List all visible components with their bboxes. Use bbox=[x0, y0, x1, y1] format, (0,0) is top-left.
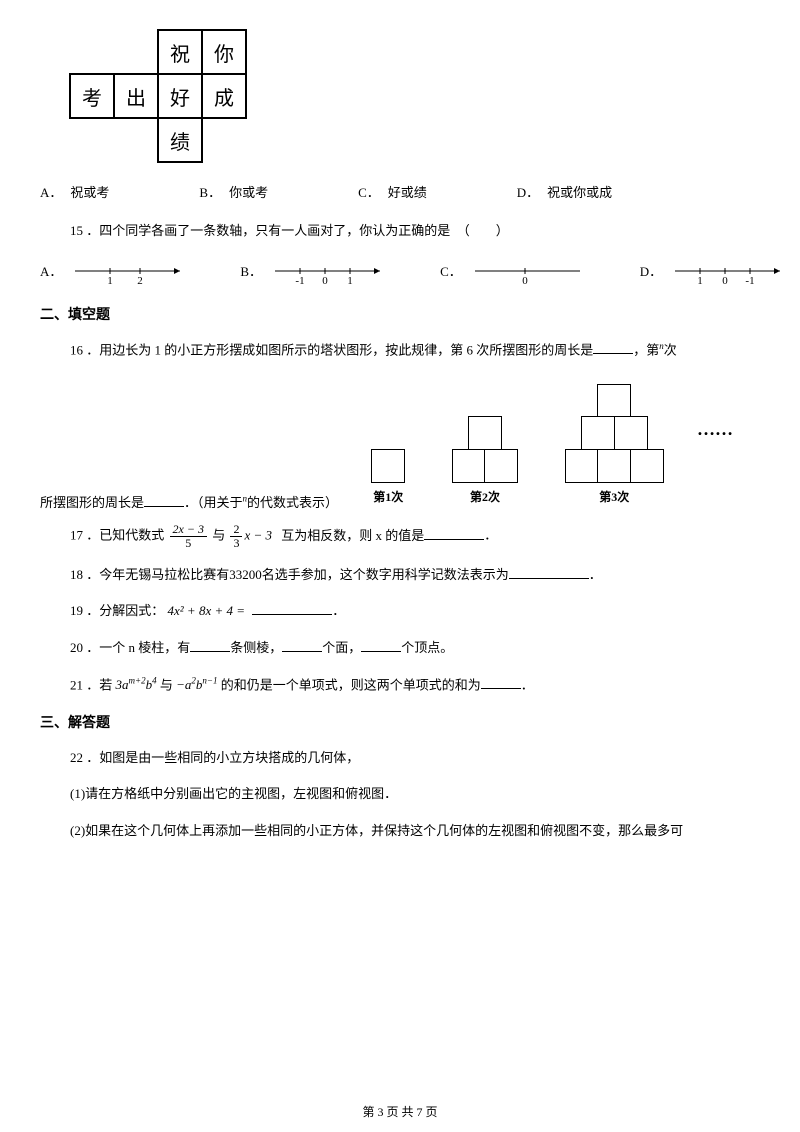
q19-b: ． bbox=[332, 603, 345, 618]
q22-p2: (2)如果在这个几何体上再添加一些相同的小正方体，并保持这个几何体的左视图和俯视… bbox=[70, 819, 760, 844]
option-c-text: 好或绩 bbox=[388, 182, 427, 201]
fraction-1: 2x − 35 bbox=[170, 523, 207, 550]
q18: 18 ．今年无锡马拉松比赛有33200名选手参加，这个数字用科学记数法表示为 ． bbox=[70, 563, 760, 588]
svg-text:0: 0 bbox=[722, 275, 728, 286]
svg-text:1: 1 bbox=[108, 275, 114, 286]
q15-options: A． 12 B． -101 C． 0 D． 10-1 bbox=[40, 256, 760, 286]
tower-2: 第2次 bbox=[453, 417, 518, 505]
option-a-label: A． bbox=[40, 261, 62, 280]
option-a-label: A． bbox=[40, 182, 62, 201]
tower-2-label: 第2次 bbox=[453, 488, 518, 505]
q21-mid: 与 bbox=[160, 677, 173, 692]
q22-a: 22 ．如图是由一些相同的小立方块搭成的几何体， bbox=[70, 746, 760, 771]
q16-line2: 所摆图形的周长是．（用关于n的代数式表示） bbox=[40, 492, 338, 511]
q16-text-a: 16 ．用边长为 1 的小正方形摆成如图所示的塔状图形，按此规律，第 6 次所摆… bbox=[70, 342, 593, 357]
q17-c: ． bbox=[484, 528, 497, 543]
cube-cell: 祝 bbox=[157, 29, 203, 75]
q14-options: A． 祝或考 B． 你或考 C． 好或绩 D． 祝或你或成 bbox=[40, 182, 760, 201]
page-footer: 第 3 页 共 7 页 bbox=[0, 1103, 800, 1120]
q17-mid: 与 bbox=[212, 528, 225, 543]
blank bbox=[190, 638, 230, 652]
cube-cell: 绩 bbox=[157, 117, 203, 163]
option-d-label: D． bbox=[517, 182, 539, 201]
q20-a: 20 ．一个 n 棱柱，有 bbox=[70, 640, 190, 655]
option-b-label: B． bbox=[240, 261, 262, 280]
blank bbox=[593, 340, 633, 354]
numberline-c: 0 bbox=[470, 256, 590, 286]
q21-c: ． bbox=[521, 677, 534, 692]
option-c-label: C． bbox=[358, 182, 380, 201]
fraction-2: 23 bbox=[230, 523, 242, 550]
blank bbox=[144, 493, 184, 507]
cube-cell: 成 bbox=[201, 73, 247, 119]
option-c-label: C． bbox=[440, 261, 462, 280]
svg-text:-1: -1 bbox=[295, 275, 304, 286]
q17: 17 ．已知代数式 2x − 35 与 23x − 3 互为相反数，则 x 的值… bbox=[70, 523, 760, 550]
cube-net-figure: 祝 你 考 出 好 成 绩 bbox=[70, 30, 760, 162]
svg-text:1: 1 bbox=[347, 275, 353, 286]
option-b-text: 你或考 bbox=[229, 182, 268, 201]
option-a-text: 祝或考 bbox=[70, 182, 109, 201]
q19: 19 ．分解因式： 4x² + 8x + 4 = ． bbox=[70, 599, 760, 624]
q17-a: 17 ．已知代数式 bbox=[70, 528, 164, 543]
cube-cell: 好 bbox=[157, 73, 203, 119]
q19-expr: 4x² + 8x + 4 = bbox=[168, 603, 246, 618]
blank bbox=[282, 638, 322, 652]
blank bbox=[252, 601, 332, 615]
blank bbox=[509, 565, 589, 579]
q16-line1: 16 ．用边长为 1 的小正方形摆成如图所示的塔状图形，按此规律，第 6 次所摆… bbox=[70, 338, 760, 363]
q20-c: 个面， bbox=[322, 640, 361, 655]
q15-text: 15 ．四个同学各画了一条数轴，只有一人画对了，你认为正确的是 （ ） bbox=[70, 219, 760, 244]
q16-text-2b: ．（用关于 bbox=[184, 495, 243, 510]
q16-text-2c: 的代数式表示） bbox=[247, 495, 338, 510]
q17-b: 互为相反数，则 x 的值是 bbox=[281, 528, 424, 543]
svg-text:1: 1 bbox=[697, 275, 703, 286]
q20: 20 ．一个 n 棱柱，有 条侧棱， 个面， 个顶点。 bbox=[70, 636, 760, 661]
q20-b: 条侧棱， bbox=[230, 640, 282, 655]
q16-text-c: 次 bbox=[664, 342, 677, 357]
cube-cell: 你 bbox=[201, 29, 247, 75]
option-d-label: D． bbox=[640, 261, 662, 280]
svg-text:2: 2 bbox=[138, 275, 144, 286]
tower-1-label: 第1次 bbox=[372, 488, 405, 505]
svg-text:0: 0 bbox=[522, 275, 528, 286]
q18-num: 33200 bbox=[229, 567, 262, 582]
q19-a: 19 ．分解因式： bbox=[70, 603, 164, 618]
blank bbox=[481, 675, 521, 689]
numberline-a: 12 bbox=[70, 256, 190, 286]
q21-a: 21 ．若 bbox=[70, 677, 112, 692]
q20-d: 个顶点。 bbox=[401, 640, 453, 655]
tower-3: 第3次 bbox=[566, 385, 664, 506]
blank bbox=[424, 526, 484, 540]
option-d-text: 祝或你或成 bbox=[547, 182, 612, 201]
option-b-label: B． bbox=[199, 182, 221, 201]
q18-c: ． bbox=[589, 567, 602, 582]
q16-text-2a: 所摆图形的周长是 bbox=[40, 495, 144, 510]
cube-cell: 考 bbox=[69, 73, 115, 119]
section-2-header: 二、填空题 bbox=[40, 304, 760, 324]
ellipsis: …… bbox=[697, 419, 733, 440]
q17-after-frac: x − 3 bbox=[244, 528, 272, 543]
q21: 21 ．若 3am+2b4 与 −a2bn−1 的和仍是一个单项式，则这两个单项… bbox=[70, 673, 760, 698]
q18-a: 18 ．今年无锡马拉松比赛有 bbox=[70, 567, 229, 582]
svg-text:0: 0 bbox=[322, 275, 328, 286]
q21-b: 的和仍是一个单项式，则这两个单项式的和为 bbox=[221, 677, 481, 692]
cube-cell: 出 bbox=[113, 73, 159, 119]
q18-b: 名选手参加，这个数字用科学记数法表示为 bbox=[262, 567, 509, 582]
tower-figures: 第1次 第2次 第3次 …… bbox=[348, 385, 733, 506]
svg-text:-1: -1 bbox=[746, 275, 755, 286]
numberline-b: -1 0 1 bbox=[270, 256, 390, 286]
blank bbox=[361, 638, 401, 652]
section-3-header: 三、解答题 bbox=[40, 712, 760, 732]
q22-p1: (1)请在方格纸中分别画出它的主视图，左视图和俯视图． bbox=[70, 782, 760, 807]
numberline-d: 1 0 -1 bbox=[670, 256, 790, 286]
tower-3-label: 第3次 bbox=[566, 488, 664, 505]
q16-text-b: ，第 bbox=[633, 342, 659, 357]
tower-1: 第1次 bbox=[372, 450, 405, 506]
